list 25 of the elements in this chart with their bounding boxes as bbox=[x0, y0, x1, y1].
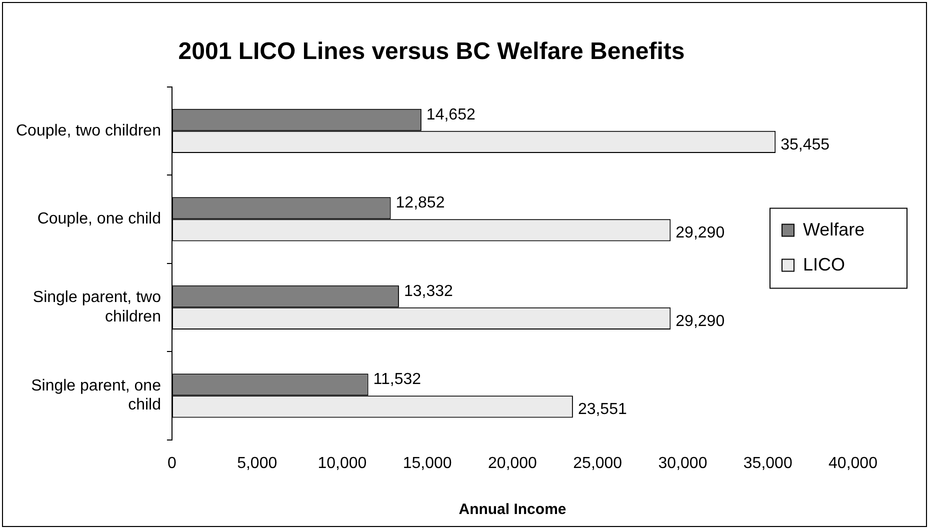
y-tick-label: Couple, two children bbox=[16, 122, 161, 140]
y-tick-label: Single parent, two children bbox=[32, 289, 162, 326]
y-tick-label: Couple, one child bbox=[37, 210, 161, 228]
x-axis-title: Annual Income bbox=[458, 501, 566, 518]
x-tick-label: 35,000 bbox=[743, 454, 792, 472]
data-label: 35,455 bbox=[780, 136, 830, 154]
legend-label: Welfare bbox=[803, 219, 865, 240]
x-tick-label: 40,000 bbox=[828, 454, 878, 472]
x-tick-label: 5,000 bbox=[237, 454, 278, 472]
x-tick-label: 25,000 bbox=[573, 454, 622, 472]
chart-title: 2001 LICO Lines versus BC Welfare Benefits bbox=[178, 38, 685, 66]
data-label: 11,532 bbox=[373, 371, 422, 388]
data-label: 29,290 bbox=[676, 224, 725, 242]
data-label: 29,290 bbox=[676, 312, 725, 330]
x-tick-label: 15,000 bbox=[402, 454, 452, 472]
x-tick-label: 0 bbox=[168, 454, 177, 472]
x-tick-label: 20,000 bbox=[488, 454, 538, 472]
data-label: 12,852 bbox=[396, 194, 445, 212]
data-label: 13,332 bbox=[404, 282, 453, 300]
data-label: 14,652 bbox=[426, 106, 476, 124]
data-label: 23,551 bbox=[578, 401, 627, 418]
x-tick-label: 10,000 bbox=[318, 454, 367, 472]
legend-label: LICO bbox=[803, 254, 846, 274]
y-tick-label: Single parent, one child bbox=[31, 377, 162, 414]
x-tick-label: 30,000 bbox=[658, 454, 708, 472]
